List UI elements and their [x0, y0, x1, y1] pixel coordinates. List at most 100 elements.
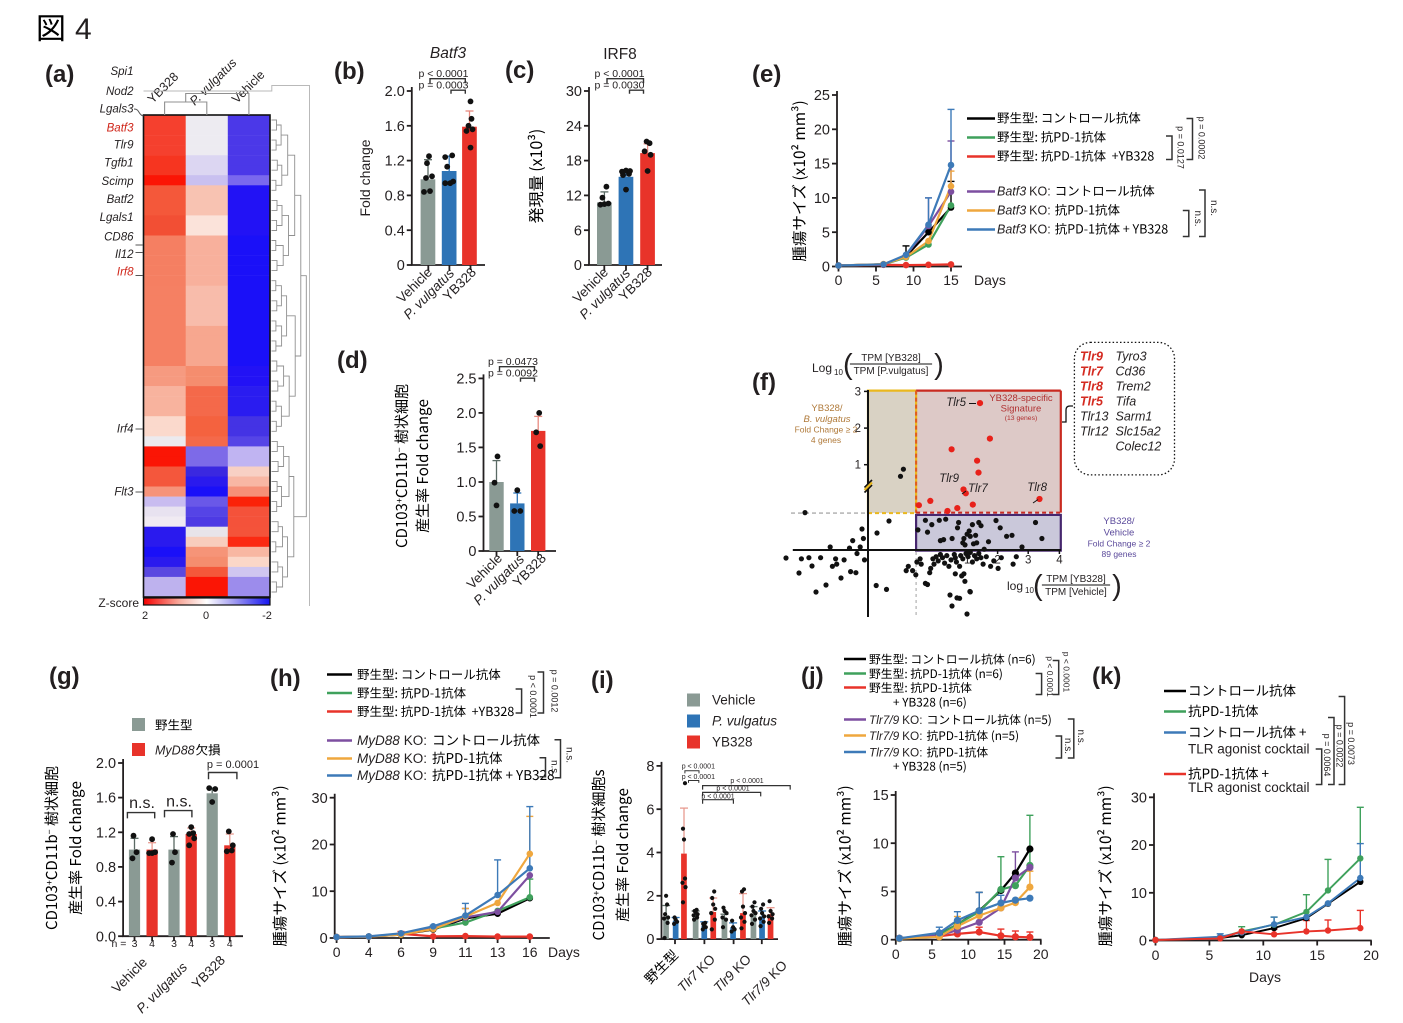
svg-text:1.2: 1.2 — [96, 825, 116, 841]
svg-text:3: 3 — [132, 938, 138, 950]
svg-text:10: 10 — [873, 836, 889, 852]
svg-text:1.6: 1.6 — [385, 119, 405, 135]
svg-text:): ) — [1112, 570, 1122, 602]
svg-text:P. vulgatus: P. vulgatus — [712, 714, 777, 729]
svg-text:30: 30 — [1131, 790, 1147, 806]
svg-text:10: 10 — [814, 191, 830, 207]
svg-text:p < 0.0001: p < 0.0001 — [1045, 656, 1055, 697]
svg-text:13: 13 — [490, 944, 506, 960]
svg-text:20: 20 — [1033, 946, 1049, 962]
svg-text:p = 0.0064: p = 0.0064 — [1322, 734, 1332, 777]
svg-text:log: log — [1007, 579, 1023, 593]
svg-text:(g): (g) — [49, 663, 80, 690]
svg-text:4 genes: 4 genes — [811, 435, 841, 445]
svg-text:0.0: 0.0 — [96, 929, 116, 945]
svg-text:TLR agonist cocktail: TLR agonist cocktail — [1188, 780, 1310, 795]
svg-text:MyD88: MyD88 — [357, 733, 400, 748]
svg-text:6: 6 — [574, 223, 582, 239]
svg-text:p < 0.0001: p < 0.0001 — [682, 774, 715, 781]
svg-text:Tlr13: Tlr13 — [1080, 410, 1109, 424]
svg-text:TPM [P.vulgatus]: TPM [P.vulgatus] — [854, 366, 929, 377]
svg-text:KO:: KO: — [902, 713, 922, 727]
svg-text:1.2: 1.2 — [385, 154, 405, 170]
svg-text:(13 genes): (13 genes) — [1005, 415, 1038, 422]
svg-text:10: 10 — [961, 946, 977, 962]
svg-text:TPM [Vehicle]: TPM [Vehicle] — [1045, 587, 1107, 598]
svg-text:4: 4 — [1056, 555, 1063, 567]
svg-text:10: 10 — [834, 368, 843, 377]
svg-text:YB328-specific: YB328-specific — [989, 393, 1053, 404]
svg-text:4: 4 — [149, 938, 155, 950]
svg-text:6: 6 — [646, 802, 654, 818]
svg-text:30: 30 — [312, 791, 328, 807]
svg-text:Fold Change ≥ 2: Fold Change ≥ 2 — [795, 425, 858, 435]
svg-text:4: 4 — [188, 938, 194, 950]
svg-text:Tlr9: Tlr9 — [114, 140, 134, 152]
svg-text:Batf3: Batf3 — [997, 185, 1026, 199]
svg-text:0: 0 — [892, 946, 900, 962]
svg-text:p < 0.0001: p < 0.0001 — [528, 675, 538, 718]
svg-text:Batf3: Batf3 — [430, 45, 467, 62]
svg-text:YB328/: YB328/ — [1103, 516, 1135, 527]
svg-text:p = 0.0003: p = 0.0003 — [419, 79, 469, 91]
svg-text:Tlr8: Tlr8 — [1080, 380, 1103, 394]
svg-text:MyD88: MyD88 — [357, 768, 400, 783]
svg-text:0: 0 — [1139, 934, 1147, 950]
svg-text:1.6: 1.6 — [96, 791, 116, 807]
svg-text:KO:: KO: — [404, 733, 427, 748]
svg-text:TLR agonist cocktail: TLR agonist cocktail — [1188, 742, 1310, 757]
svg-text:Vehicle: Vehicle — [712, 693, 756, 708]
svg-text:n.s.: n.s. — [1192, 210, 1203, 226]
svg-text:0.5: 0.5 — [456, 510, 476, 526]
svg-text:Vehicle: Vehicle — [109, 955, 150, 996]
svg-text:Tifa: Tifa — [1116, 395, 1137, 409]
svg-text:15: 15 — [1309, 947, 1325, 963]
svg-text:(e): (e) — [752, 61, 781, 88]
svg-text:KO:: KO: — [404, 768, 427, 783]
svg-text:0: 0 — [468, 544, 476, 560]
svg-text:12: 12 — [566, 188, 582, 204]
svg-text:Scimp: Scimp — [102, 176, 135, 188]
svg-text:3: 3 — [209, 938, 215, 950]
svg-text:(c): (c) — [505, 57, 534, 84]
svg-text:5: 5 — [822, 225, 830, 241]
svg-text:KO:: KO: — [902, 746, 922, 760]
svg-text:20: 20 — [1131, 838, 1147, 854]
svg-text:89 genes: 89 genes — [1102, 549, 1137, 559]
svg-text:16: 16 — [522, 944, 538, 960]
svg-text:B. vulgatus: B. vulgatus — [804, 414, 851, 425]
svg-text:n =: n = — [112, 938, 127, 950]
svg-text:Batf2: Batf2 — [107, 194, 134, 206]
svg-text:Tlr7/9: Tlr7/9 — [869, 746, 900, 760]
svg-text:TPM [YB328]: TPM [YB328] — [861, 353, 921, 364]
svg-text:Batf3: Batf3 — [107, 123, 134, 135]
svg-text:2.0: 2.0 — [96, 756, 116, 772]
svg-text:KO:: KO: — [1029, 223, 1051, 237]
svg-text:Tlr7: Tlr7 — [1080, 365, 1104, 379]
svg-text:Colec12: Colec12 — [1116, 440, 1162, 454]
svg-text:CD86: CD86 — [104, 232, 134, 244]
svg-text:10: 10 — [1256, 947, 1272, 963]
svg-text:0: 0 — [574, 258, 582, 274]
svg-text:0: 0 — [835, 272, 843, 288]
svg-text:1: 1 — [964, 555, 970, 567]
svg-text:1.5: 1.5 — [456, 441, 476, 457]
svg-text:0: 0 — [333, 944, 341, 960]
svg-text:KO:: KO: — [1029, 204, 1051, 218]
svg-text:4: 4 — [227, 938, 233, 950]
svg-text:YB328: YB328 — [712, 735, 753, 750]
svg-text:n.s.: n.s. — [129, 795, 155, 812]
svg-text:6: 6 — [397, 944, 405, 960]
svg-text:20: 20 — [814, 122, 830, 138]
svg-text:n.s.: n.s. — [564, 747, 575, 763]
svg-text:20: 20 — [1363, 947, 1379, 963]
svg-text:MyD88: MyD88 — [155, 744, 195, 758]
svg-text:Tlr12: Tlr12 — [1080, 425, 1109, 439]
svg-text:15: 15 — [943, 272, 959, 288]
svg-text:(k): (k) — [1092, 663, 1121, 690]
svg-text:0.4: 0.4 — [385, 223, 405, 239]
svg-text:Fold change: Fold change — [357, 139, 373, 216]
svg-text:p < 0.0001: p < 0.0001 — [730, 778, 763, 785]
svg-text:Flt3: Flt3 — [114, 487, 134, 499]
svg-text:n.s.: n.s. — [166, 794, 192, 811]
